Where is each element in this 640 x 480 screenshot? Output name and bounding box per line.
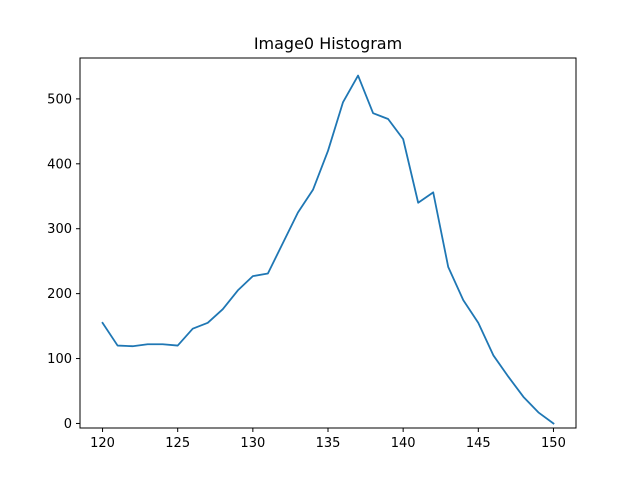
x-tick-label: 130 [240,436,265,451]
plot-area [101,74,555,425]
y-tick-label: 400 [47,157,72,172]
y-axis: 0 100 200 300 400 500 [47,92,80,432]
y-tick-label: 300 [47,222,72,237]
series-line [101,74,555,425]
y-tick-label: 500 [47,92,72,107]
y-tick-label: 100 [47,352,72,367]
y-tick-label: 0 [64,417,72,432]
chart-title: Image0 Histogram [254,34,402,53]
x-tick-label: 150 [541,436,566,451]
x-tick-label: 145 [466,436,491,451]
plot-frame [79,57,577,429]
x-tick-label: 135 [316,436,341,451]
x-tick-label: 140 [391,436,416,451]
x-tick-label: 120 [90,436,115,451]
y-tick-label: 200 [47,287,72,302]
x-tick-label: 125 [165,436,190,451]
x-axis: 120 125 130 135 140 145 150 [90,428,566,451]
